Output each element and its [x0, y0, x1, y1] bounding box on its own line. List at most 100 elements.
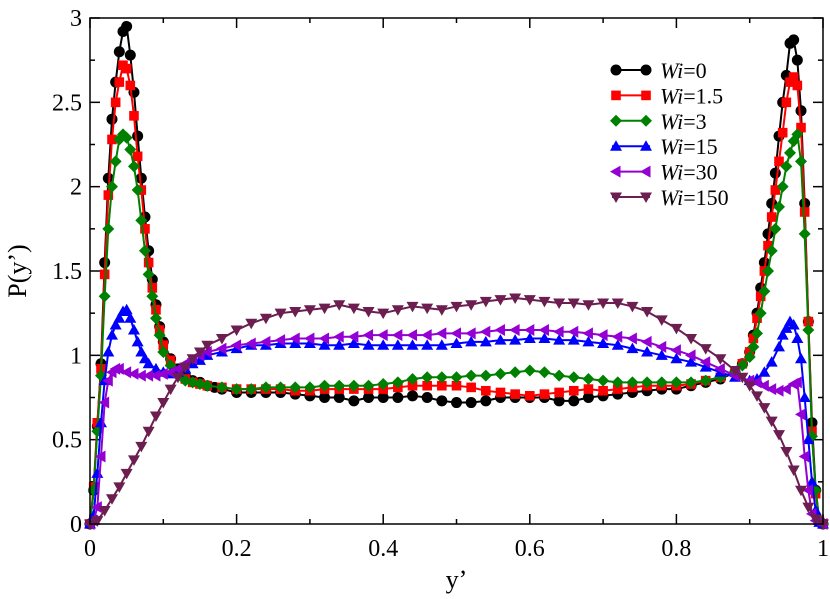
data-point	[391, 329, 403, 342]
data-point	[670, 323, 683, 335]
data-point	[582, 392, 594, 403]
data-point	[98, 396, 110, 409]
data-point	[670, 376, 683, 389]
data-point	[765, 244, 778, 257]
data-point	[795, 408, 806, 421]
data-point	[127, 455, 140, 466]
data-point	[132, 151, 143, 162]
data-point	[422, 380, 432, 391]
data-point	[553, 369, 566, 382]
data-point	[435, 305, 448, 316]
data-point	[777, 127, 788, 138]
data-point	[127, 324, 140, 335]
data-point	[406, 301, 419, 313]
data-point	[437, 380, 447, 391]
data-point	[554, 387, 564, 398]
data-point	[333, 330, 344, 343]
data-point	[784, 146, 797, 159]
data-point	[780, 383, 791, 396]
data-point	[186, 354, 199, 365]
data-point	[598, 385, 608, 396]
data-point	[157, 398, 170, 409]
data-point	[641, 306, 654, 318]
legend-entry: Wi=15	[610, 134, 718, 159]
data-point	[465, 397, 477, 409]
data-point	[143, 257, 154, 268]
data-point	[736, 372, 749, 384]
data-point	[113, 312, 126, 323]
legend-marker	[640, 165, 651, 178]
data-point	[776, 180, 789, 193]
data-point	[149, 369, 161, 382]
data-point	[102, 345, 115, 357]
data-point	[802, 502, 815, 514]
x-tick-label: 1	[817, 536, 829, 562]
data-point	[670, 344, 681, 357]
data-point	[785, 77, 795, 87]
data-point	[347, 330, 359, 343]
series-5	[84, 293, 829, 530]
data-point	[791, 54, 803, 66]
data-point	[465, 300, 478, 311]
data-point	[142, 357, 155, 369]
data-point	[597, 329, 608, 342]
data-point	[113, 482, 126, 493]
data-point	[91, 516, 104, 527]
data-point	[377, 392, 389, 403]
y-tick-label: 3	[70, 6, 82, 32]
data-point	[523, 364, 536, 377]
data-point	[553, 298, 566, 310]
data-point	[479, 296, 492, 308]
data-point	[110, 97, 121, 108]
data-point	[798, 391, 811, 402]
legend-marker	[640, 64, 652, 76]
x-axis-title: y’	[446, 565, 468, 594]
data-point	[107, 134, 117, 145]
data-point	[127, 160, 140, 173]
data-point	[131, 335, 144, 347]
data-point	[523, 324, 535, 337]
data-point	[802, 484, 813, 497]
data-point	[113, 362, 124, 375]
data-point	[125, 80, 136, 91]
data-point	[318, 303, 331, 315]
data-point	[774, 156, 784, 167]
data-point	[391, 339, 404, 350]
data-point	[274, 381, 287, 394]
data-point	[787, 318, 800, 330]
data-point	[391, 376, 404, 389]
data-point	[131, 184, 144, 197]
data-point	[102, 172, 114, 184]
legend-marker	[641, 90, 651, 101]
data-point	[215, 342, 227, 355]
data-point	[714, 354, 727, 365]
data-point	[626, 332, 637, 345]
series-2	[84, 128, 829, 530]
data-point	[450, 327, 461, 340]
data-point	[129, 111, 139, 121]
data-point	[641, 345, 654, 357]
data-point	[230, 339, 242, 352]
data-point	[157, 367, 168, 380]
data-point	[802, 324, 815, 337]
data-point	[747, 340, 760, 353]
data-point	[333, 339, 346, 350]
data-point	[333, 379, 346, 392]
data-point	[791, 332, 804, 343]
data-point	[781, 97, 792, 108]
data-point	[538, 324, 549, 337]
data-point	[780, 322, 793, 333]
data-point	[465, 327, 476, 340]
data-point	[157, 345, 170, 358]
data-point	[362, 339, 375, 350]
data-point	[114, 77, 125, 87]
data-point	[193, 347, 206, 358]
data-point	[135, 369, 146, 382]
data-point	[751, 327, 764, 340]
data-point	[303, 332, 315, 345]
data-point	[259, 335, 271, 348]
data-point	[421, 303, 434, 315]
legend-marker	[610, 114, 622, 127]
